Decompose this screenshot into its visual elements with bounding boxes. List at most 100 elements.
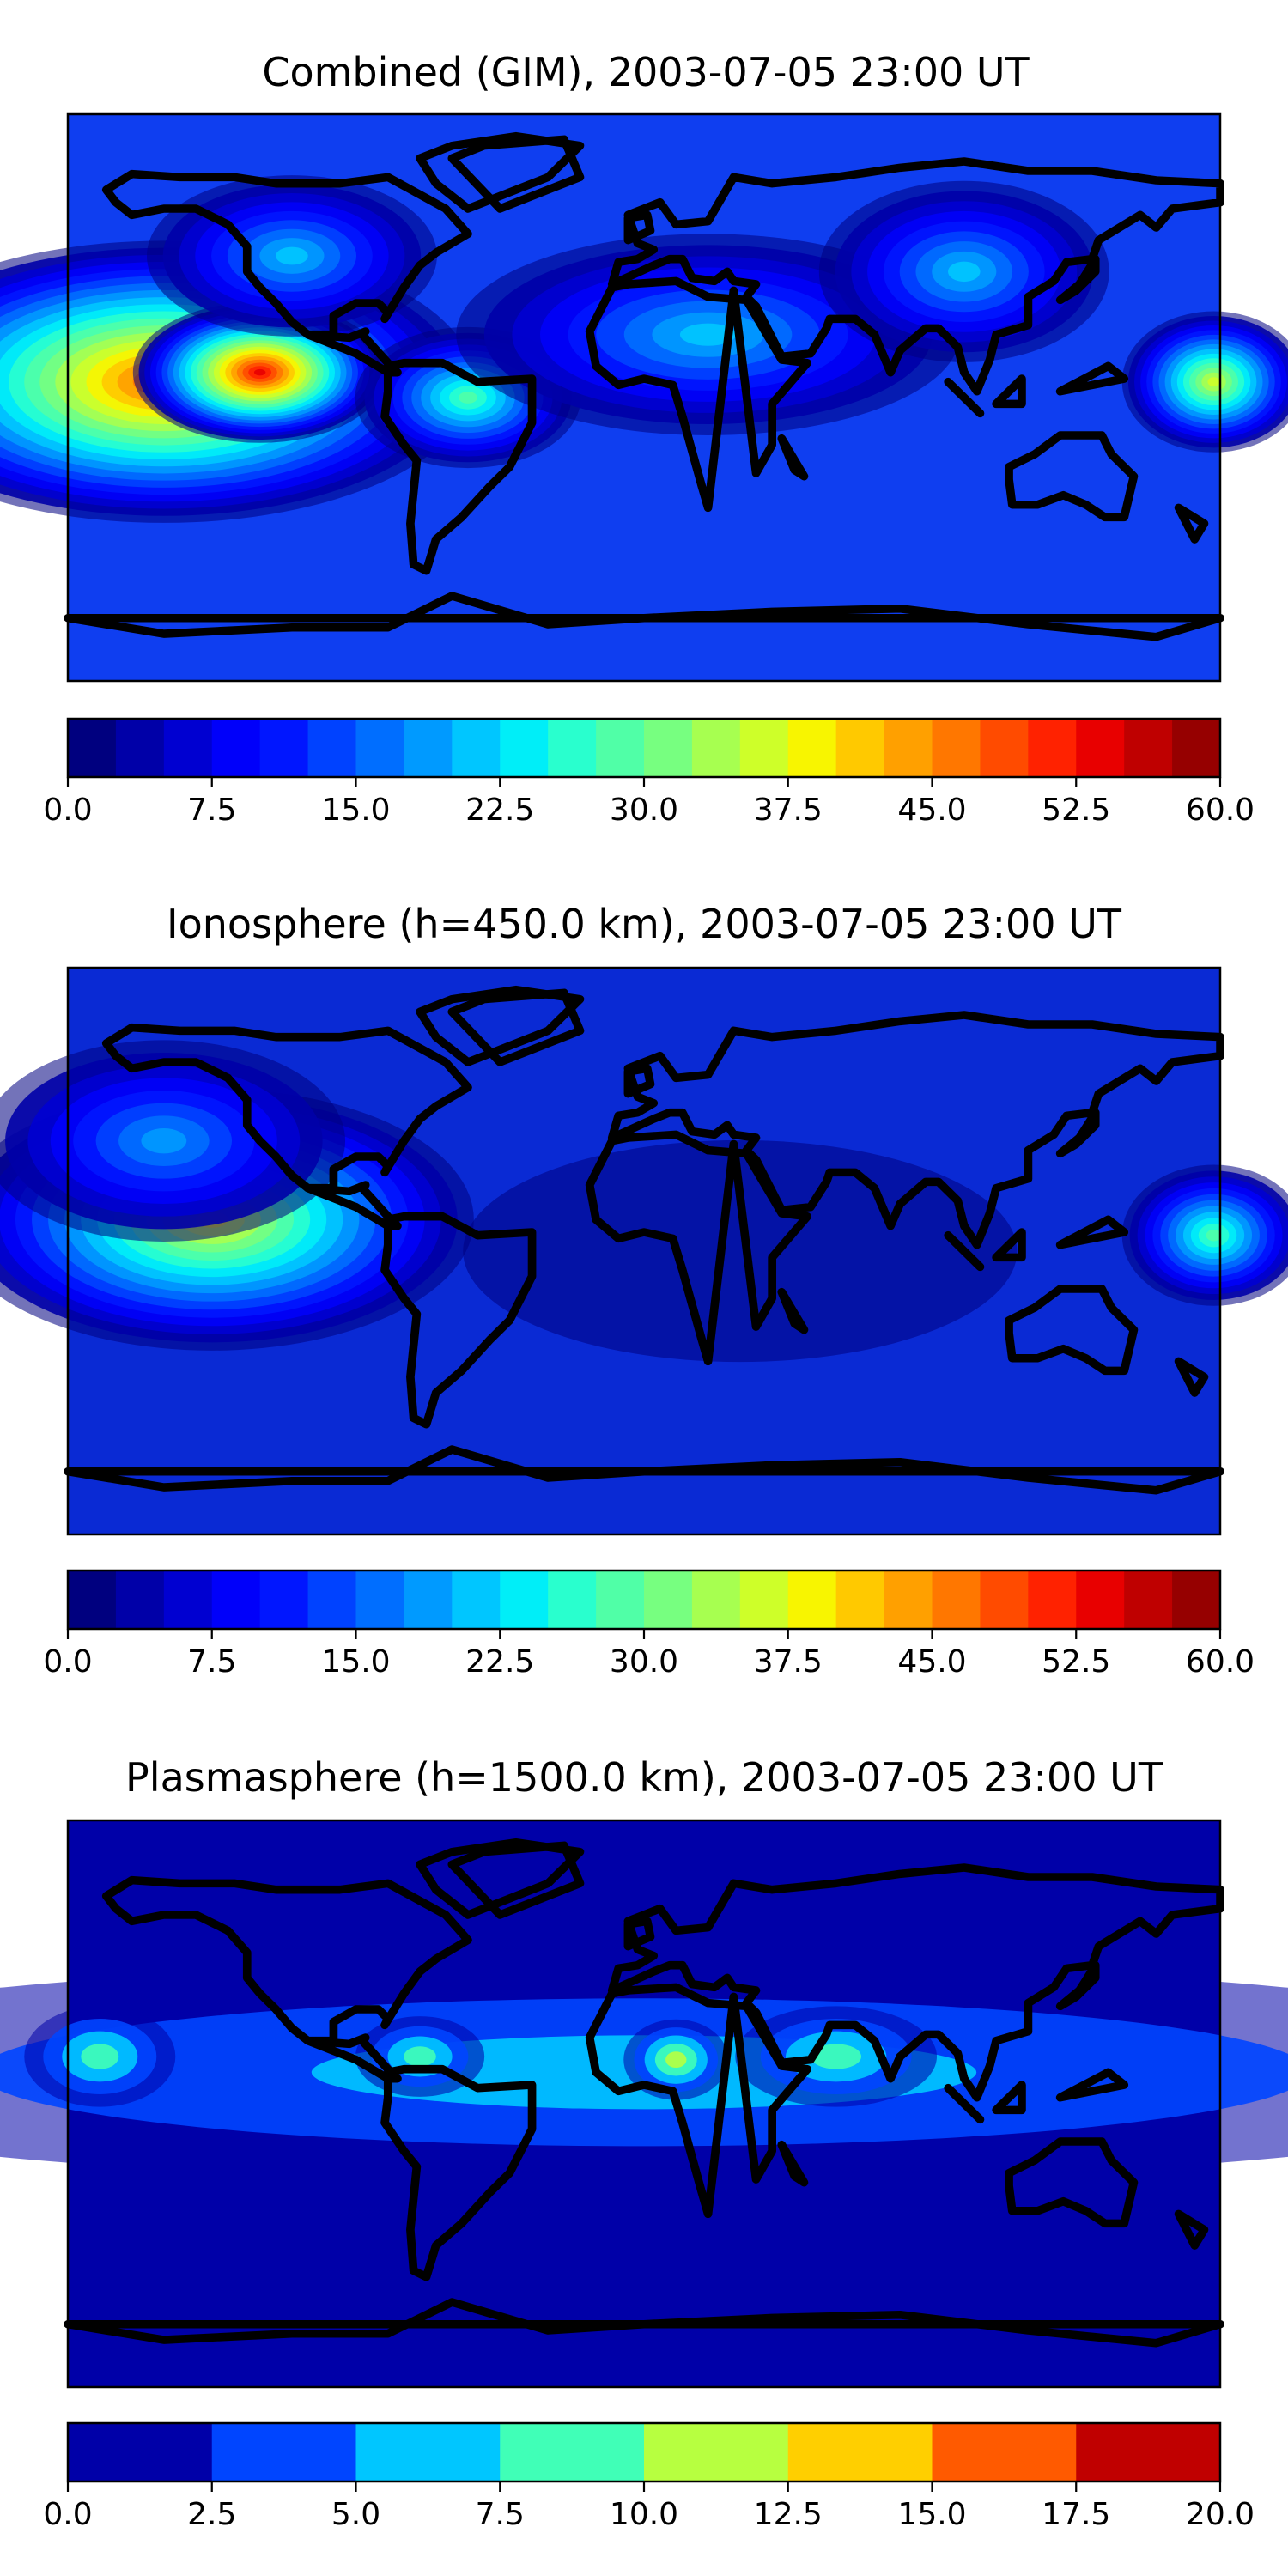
colorbar-swatch xyxy=(548,1571,597,1629)
colorbar-tick-label: 15.0 xyxy=(897,2497,966,2532)
colorbar-swatch xyxy=(644,719,693,777)
value-field xyxy=(0,1040,1288,1363)
map-frame xyxy=(66,112,1222,683)
colorbar-tick-label: 52.5 xyxy=(1042,1644,1110,1680)
colorbar-swatch xyxy=(500,1571,549,1629)
colorbar-swatch xyxy=(548,719,597,777)
colorbar-swatch xyxy=(1028,1571,1077,1629)
colorbar-swatch xyxy=(211,2423,357,2482)
colorbar-tick-label: 22.5 xyxy=(465,793,534,828)
field-contour xyxy=(1206,1229,1222,1242)
colorbar: 0.0 2.5 5.0 7.5 10.0 12.5 15.0 17.5 20.0 xyxy=(43,2421,1255,2532)
colorbar-swatch xyxy=(307,1571,357,1629)
colorbar-swatch xyxy=(1028,719,1077,777)
colorbar-tick-label: 52.5 xyxy=(1042,793,1110,828)
colorbar-swatch xyxy=(691,1571,741,1629)
colorbar-tick-label: 7.5 xyxy=(476,2497,525,2532)
colorbar-swatch xyxy=(835,719,885,777)
panel-plasmasphere: Plasmasphere (h=1500.0 km), 2003-07-05 2… xyxy=(0,1754,1288,2532)
colorbar-swatch xyxy=(355,2423,501,2482)
colorbar-swatch xyxy=(932,719,981,777)
colorbar-swatch xyxy=(211,1571,261,1629)
map-area xyxy=(0,1819,1288,2389)
map-area xyxy=(0,966,1288,1536)
colorbar-swatch xyxy=(787,719,837,777)
colorbar-swatch xyxy=(644,1571,693,1629)
panel-title: Ionosphere (h=450.0 km), 2003-07-05 23:0… xyxy=(167,901,1122,947)
colorbar-swatch xyxy=(452,719,501,777)
colorbar-swatch xyxy=(932,2423,1077,2482)
colorbar-swatch xyxy=(500,719,549,777)
colorbar-tick-label: 17.5 xyxy=(1042,2497,1110,2532)
colorbar-swatch xyxy=(980,1571,1029,1629)
colorbar-swatch xyxy=(787,1571,837,1629)
colorbar-swatch xyxy=(68,719,117,777)
colorbar-tick-label: 15.0 xyxy=(321,1644,390,1680)
colorbar-swatch xyxy=(1076,2423,1221,2482)
colorbar-swatch xyxy=(980,719,1029,777)
field-contour xyxy=(811,2044,862,2069)
colorbar-swatch xyxy=(452,1571,501,1629)
colorbar-swatch xyxy=(644,2423,789,2482)
colorbar-tick-label: 60.0 xyxy=(1186,1644,1255,1680)
colorbar-swatch xyxy=(68,2423,213,2482)
field-contour xyxy=(81,2044,119,2069)
colorbar-swatch xyxy=(211,719,261,777)
colorbar-swatch xyxy=(404,719,453,777)
field-contour xyxy=(141,1128,187,1154)
panel-combined: Combined (GIM), 2003-07-05 23:00 UT 0.0 7… xyxy=(0,49,1288,828)
field-contour xyxy=(948,261,981,283)
colorbar-tick-label: 0.0 xyxy=(43,1644,92,1680)
colorbar-swatch xyxy=(932,1571,981,1629)
colorbar-tick-label: 10.0 xyxy=(610,2497,678,2532)
colorbar-tick-label: 30.0 xyxy=(610,1644,678,1680)
colorbar-swatch xyxy=(355,1571,405,1629)
colorbar-tick-label: 5.0 xyxy=(331,2497,380,2532)
colorbar-tick-label: 12.5 xyxy=(754,2497,823,2532)
field-contour xyxy=(253,368,266,376)
colorbar-swatch xyxy=(739,1571,789,1629)
colorbar-swatch xyxy=(1076,1571,1125,1629)
colorbar-swatch xyxy=(307,719,357,777)
colorbar-swatch xyxy=(163,719,213,777)
colorbar: 0.0 7.5 15.0 22.5 30.0 37.5 45.0 52.5 60.0 xyxy=(43,1569,1255,1680)
colorbar-tick-label: 7.5 xyxy=(187,1644,236,1680)
panel-title: Plasmasphere (h=1500.0 km), 2003-07-05 2… xyxy=(125,1754,1163,1801)
colorbar-swatch xyxy=(115,1571,165,1629)
colorbar-swatch xyxy=(500,2423,645,2482)
field-contour xyxy=(679,323,737,346)
colorbar-tick-label: 37.5 xyxy=(754,793,823,828)
colorbar-swatch xyxy=(259,1571,309,1629)
colorbar-swatch xyxy=(115,719,165,777)
value-field xyxy=(0,1961,1288,2184)
colorbar-swatch xyxy=(1172,719,1221,777)
colorbar-swatch xyxy=(739,719,789,777)
colorbar-swatch xyxy=(884,719,933,777)
field-contour xyxy=(665,2051,687,2069)
colorbar-tick-label: 0.0 xyxy=(43,793,92,828)
colorbar-tick-label: 20.0 xyxy=(1186,2497,1255,2532)
colorbar-tick-label: 45.0 xyxy=(897,1644,966,1680)
field-contour xyxy=(1207,377,1220,387)
colorbar-swatch xyxy=(787,2423,933,2482)
colorbar-swatch xyxy=(835,1571,885,1629)
colorbar-tick-label: 2.5 xyxy=(187,2497,236,2532)
panel-title: Combined (GIM), 2003-07-05 23:00 UT xyxy=(262,49,1030,95)
value-field xyxy=(0,175,1288,523)
colorbar-swatch xyxy=(404,1571,453,1629)
colorbar-swatch xyxy=(1076,719,1125,777)
colorbar-swatch xyxy=(355,719,405,777)
colorbar-swatch xyxy=(68,1571,117,1629)
field-contour xyxy=(276,246,308,265)
colorbar-tick-label: 15.0 xyxy=(321,793,390,828)
colorbar-tick-label: 37.5 xyxy=(754,1644,823,1680)
map-frame xyxy=(66,1819,1222,2389)
map-frame xyxy=(66,966,1222,1536)
colorbar: 0.0 7.5 15.0 22.5 30.0 37.5 45.0 52.5 60.0 xyxy=(43,717,1255,828)
colorbar-swatch xyxy=(163,1571,213,1629)
colorbar-tick-label: 7.5 xyxy=(187,793,236,828)
colorbar-swatch xyxy=(259,719,309,777)
map-area xyxy=(0,112,1288,683)
colorbar-swatch xyxy=(1124,1571,1173,1629)
